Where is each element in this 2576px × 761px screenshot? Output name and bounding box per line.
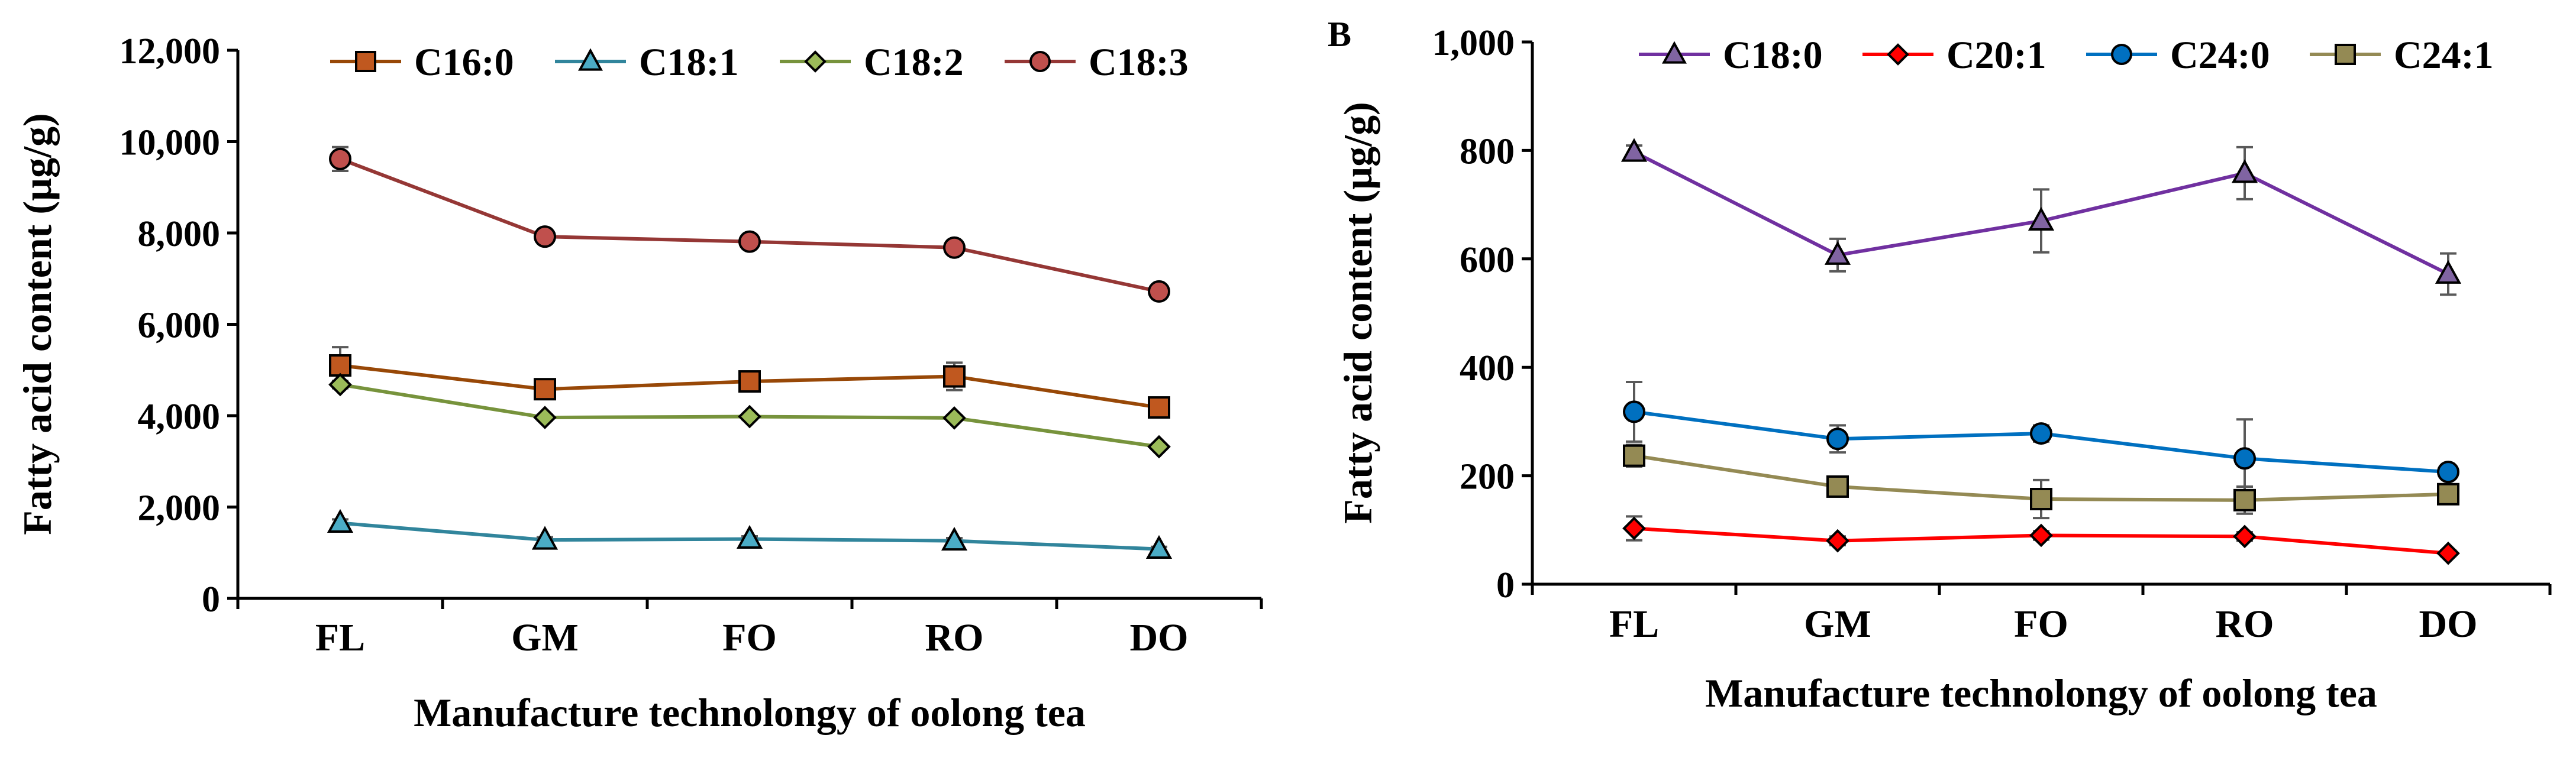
panel-b-y-tick-label: 200 [1460, 457, 1515, 497]
panel-a-y-tick-label: 10,000 [120, 123, 221, 163]
data-point [1828, 429, 1848, 449]
panel-a-y-tick-label: 4,000 [138, 397, 221, 437]
legend-marker [356, 52, 375, 71]
panel-b-y-tick-label: 1,000 [1432, 23, 1515, 63]
data-point [330, 355, 350, 375]
panel-b-y-tick-label: 400 [1460, 348, 1515, 388]
data-point [1149, 397, 1169, 417]
panel-b-y-tick-label: 0 [1496, 565, 1515, 605]
panel-b-label: B [1328, 15, 1351, 54]
panel-b-x-tick-label: DO [2419, 603, 2478, 646]
data-point [1828, 477, 1848, 497]
panel-a-x-tick-label: DO [1130, 616, 1189, 659]
data-point [2235, 448, 2255, 468]
data-point [2031, 489, 2051, 509]
panel-a-y-tick-label: 8,000 [138, 214, 221, 254]
legend-label: C18:1 [639, 41, 739, 84]
data-point [944, 367, 964, 387]
panel-b-x-axis-title: Manufacture technolongy of oolong tea [1705, 671, 2377, 715]
panel-a-x-tick-label: RO [925, 616, 984, 659]
data-point [944, 238, 964, 258]
panel-a-y-tick-label: 6,000 [138, 306, 221, 346]
panel-a-y-tick-label: 12,000 [120, 31, 221, 72]
data-point [1149, 281, 1169, 302]
data-point [2235, 490, 2255, 510]
panel-b-x-tick-label: FL [1609, 603, 1659, 646]
legend-marker [2336, 45, 2355, 64]
panel-a-y-axis-title: Fatty acid content (µg/g) [15, 113, 60, 535]
legend-label: C20:1 [1946, 34, 2046, 77]
panel-b-y-tick-label: 800 [1460, 131, 1515, 171]
panel-b-y-axis-title: Fatty acid content (µg/g) [1335, 102, 1380, 523]
panel-a-x-tick-label: FL [315, 616, 365, 659]
data-point [2031, 423, 2051, 443]
panel-a-y-tick-label: 2,000 [138, 488, 221, 529]
panel-b-x-tick-label: GM [1804, 603, 1871, 646]
panel-b-y-tick-label: 600 [1460, 240, 1515, 280]
panel-a-x-axis-title: Manufacture technolongy of oolong tea [414, 690, 1086, 735]
legend-label: C18:0 [1723, 34, 1823, 77]
legend-label: C18:2 [864, 41, 964, 84]
panel-a-x-tick-label: FO [722, 616, 777, 659]
legend-label: C18:3 [1089, 41, 1189, 84]
legend-marker [1031, 52, 1050, 71]
fatty-acid-figure: 0 2,000 4,000 6,000 8,000 10,000 12,000 FL GM FO… [0, 0, 2576, 761]
panel-a-x-tick-label: GM [511, 616, 579, 659]
legend-label: C24:1 [2394, 34, 2494, 77]
data-point [535, 226, 555, 247]
legend-label: C24:0 [2170, 34, 2270, 77]
panel-a-y-tick-label: 0 [202, 579, 220, 620]
panel-b-x-tick-label: FO [2014, 603, 2068, 646]
data-point [1624, 401, 1644, 422]
data-point [740, 371, 760, 391]
figure-background [0, 0, 2576, 761]
data-point [535, 379, 555, 399]
data-point [2438, 462, 2458, 482]
legend-label: C16:0 [414, 41, 514, 84]
data-point [740, 232, 760, 252]
data-point [1624, 446, 1644, 466]
panel-b-x-tick-label: RO [2216, 603, 2274, 646]
data-point [330, 149, 350, 169]
legend-marker [2112, 45, 2131, 64]
data-point [2438, 484, 2458, 504]
